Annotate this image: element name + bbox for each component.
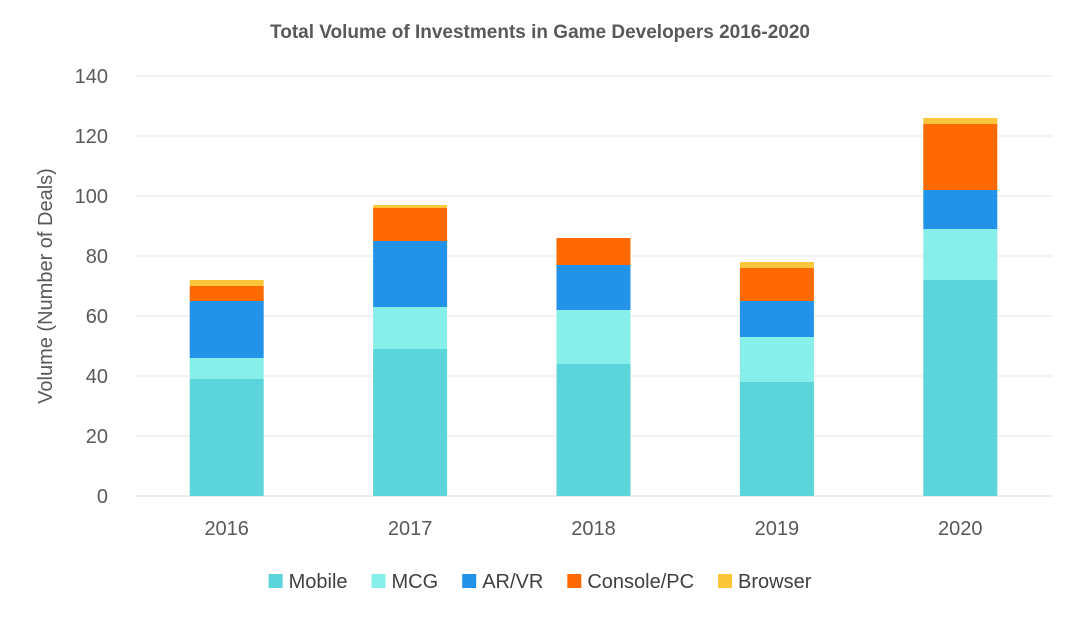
bar-segment-ar-vr-2017 <box>373 241 448 307</box>
bar-segment-mcg-2016 <box>189 358 264 379</box>
bar-segment-browser-2017 <box>373 205 448 208</box>
bar-segment-console-pc-2020 <box>923 124 998 190</box>
y-tick-label: 140 <box>75 66 108 88</box>
x-tick-label: 2017 <box>388 518 433 540</box>
bar-segment-mcg-2018 <box>556 310 631 364</box>
bar-segment-console-pc-2019 <box>739 268 814 301</box>
x-tick-label: 2019 <box>755 518 800 540</box>
bar-segment-ar-vr-2019 <box>739 301 814 337</box>
legend-label: Mobile <box>289 571 348 593</box>
bar-segment-browser-2020 <box>923 118 998 124</box>
bar-segment-console-pc-2018 <box>556 238 631 265</box>
y-tick-label: 60 <box>86 306 108 328</box>
legend-label: Console/PC <box>587 571 694 593</box>
legend-swatch-ar-vr <box>462 574 477 588</box>
bar-segment-ar-vr-2016 <box>189 301 264 358</box>
y-axis-ticks: 0 20 40 60 80 100 120 140 <box>75 66 108 508</box>
bar-segment-browser-2019 <box>739 262 814 268</box>
legend-label: AR/VR <box>482 571 543 593</box>
legend-swatch-mcg <box>371 574 386 588</box>
x-tick-label: 2016 <box>204 518 249 540</box>
bars <box>189 118 998 496</box>
bar-segment-mobile-2020 <box>923 280 998 496</box>
y-tick-label: 20 <box>86 426 108 448</box>
bar-segment-mobile-2016 <box>189 379 264 496</box>
legend-label: Browser <box>738 571 812 593</box>
bar-segment-mobile-2018 <box>556 364 631 496</box>
x-axis-ticks: 2016 2017 2018 2019 2020 <box>204 518 982 540</box>
y-tick-label: 120 <box>75 126 108 148</box>
bar-segment-mcg-2019 <box>739 337 814 382</box>
bar-segment-ar-vr-2020 <box>923 190 998 229</box>
y-tick-label: 80 <box>86 246 108 268</box>
x-tick-label: 2018 <box>571 518 616 540</box>
legend-swatch-browser <box>718 574 733 588</box>
bar-segment-browser-2016 <box>189 280 264 286</box>
legend-swatch-console-pc <box>567 574 582 588</box>
bar-segment-mobile-2019 <box>739 382 814 496</box>
bar-segment-mobile-2017 <box>373 349 448 496</box>
y-axis-label: Volume (Number of Deals) <box>35 168 57 404</box>
legend: Mobile MCG AR/VR Console/PC Browser <box>268 571 812 593</box>
legend-label: MCG <box>392 571 439 593</box>
bar-segment-ar-vr-2018 <box>556 265 631 310</box>
y-tick-label: 40 <box>86 366 108 388</box>
legend-swatch-mobile <box>268 574 283 588</box>
chart-title: Total Volume of Investments in Game Deve… <box>270 22 810 43</box>
y-tick-label: 0 <box>97 486 108 508</box>
bar-segment-mcg-2020 <box>923 229 998 280</box>
bar-segment-console-pc-2017 <box>373 208 448 241</box>
y-tick-label: 100 <box>75 186 108 208</box>
bar-segment-console-pc-2016 <box>189 286 264 301</box>
x-tick-label: 2020 <box>938 518 983 540</box>
bar-segment-mcg-2017 <box>373 307 448 349</box>
